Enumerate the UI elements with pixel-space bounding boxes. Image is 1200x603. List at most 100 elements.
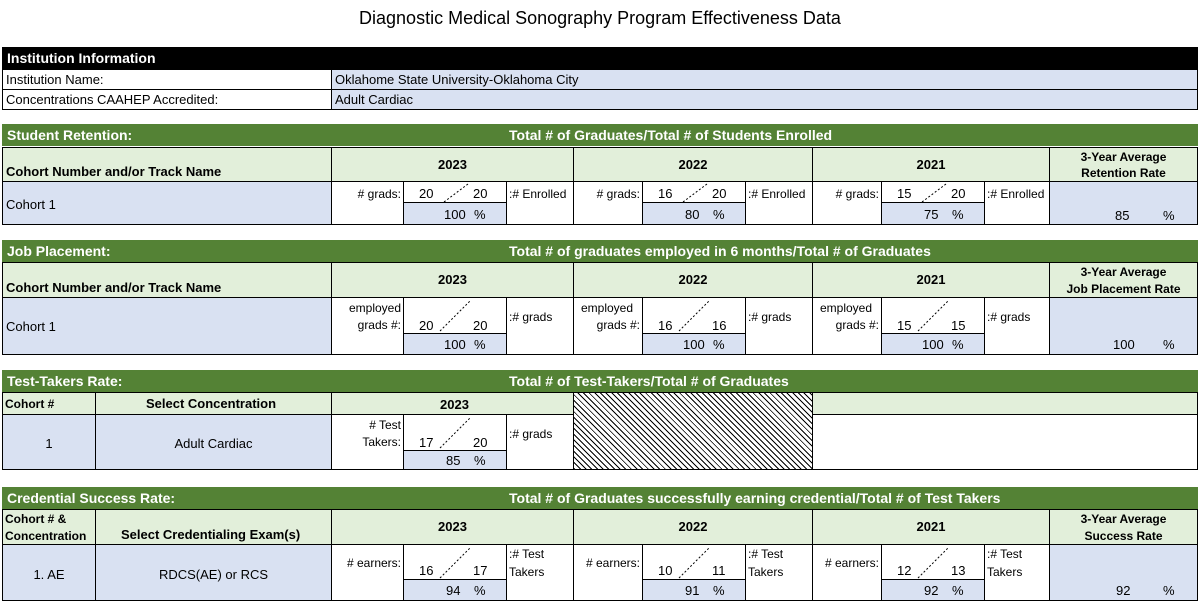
credential-avg-cell: 92 % [1049, 544, 1198, 601]
retention-den-label-cell: :# Enrolled [506, 181, 574, 225]
fraction-slash-icon [682, 183, 708, 203]
testtakers-empty-header [812, 392, 1198, 415]
retention-percent-cell: 80 % [642, 202, 746, 225]
placement-percent-cell: 100 % [642, 333, 746, 355]
credential-percent-cell: 91 % [642, 579, 746, 601]
credential-formula: Total # of Graduates successfully earnin… [509, 490, 1001, 506]
credential-den-label-cell: :# Test Takers [984, 544, 1050, 601]
retention-num-label-cell: # grads: [812, 181, 882, 225]
institution-name-value: Oklahome State University-Oklahoma City [335, 72, 579, 87]
retention-year-header: 2023 [331, 147, 574, 182]
credential-fraction-cell[interactable]: 10 11 [642, 544, 746, 580]
placement-fraction-cell[interactable]: 16 16 [642, 297, 746, 334]
fraction-slash-icon [439, 417, 471, 449]
retention-section-title: Student Retention: [7, 127, 133, 143]
fraction-slash-icon [678, 547, 710, 579]
testtakers-formula: Total # of Test-Takers/Total # of Gradua… [509, 373, 789, 389]
concentration-label-cell: Concentrations CAAHEP Accredited: [2, 89, 332, 110]
placement-num-label-cell: employed grads #: [331, 297, 404, 355]
credential-fraction-cell[interactable]: 16 17 [403, 544, 507, 580]
credential-year-header: 2022 [573, 509, 813, 545]
placement-section-bar: Job Placement: Total # of graduates empl… [2, 240, 1198, 262]
retention-avg-cell: 85 % [1049, 181, 1198, 225]
placement-year-header: 2021 [812, 262, 1050, 298]
testtakers-year-header: 2023 [331, 392, 574, 415]
placement-fraction-cell[interactable]: 15 15 [881, 297, 985, 334]
credential-num-label-cell: # earners: [331, 544, 404, 601]
placement-section-title: Job Placement: [7, 243, 111, 259]
retention-den-value: 20 [473, 186, 488, 201]
retention-percent-cell: 75 % [881, 202, 985, 225]
retention-cohort-header: Cohort Number and/or Track Name [2, 147, 332, 182]
credential-fraction-cell[interactable]: 12 13 [881, 544, 985, 580]
retention-num-label-cell: # grads: [331, 181, 404, 225]
concentration-value: Adult Cardiac [335, 92, 414, 107]
placement-percent-cell: 100 % [403, 333, 507, 355]
testtakers-empty-cell [812, 414, 1198, 470]
placement-formula: Total # of graduates employed in 6 month… [509, 243, 931, 259]
retention-avg-header: 3-Year Average Retention Rate [1049, 147, 1198, 182]
credential-exam-header: Select Credentialing Exam(s) [95, 509, 332, 545]
placement-den-label-cell: :# grads [506, 297, 574, 355]
concentration-cell[interactable]: Adult Cardiac [331, 89, 1198, 110]
credential-den-label-cell: :# Test Takers [745, 544, 813, 601]
retention-section-bar: Student Retention: Total # of Graduates/… [2, 124, 1198, 146]
credential-section-bar: Credential Success Rate: Total # of Grad… [2, 487, 1198, 509]
placement-percent-cell: 100 % [881, 333, 985, 355]
fraction-slash-icon [921, 183, 947, 203]
retention-den-label-cell: :# Enrolled [745, 181, 813, 225]
retention-cohort-cell[interactable]: Cohort 1 [2, 181, 332, 225]
testtakers-section-bar: Test-Takers Rate: Total # of Test-Takers… [2, 370, 1198, 392]
testtakers-cohort-cell[interactable]: 1 [2, 414, 96, 470]
placement-den-label-cell: :# grads [984, 297, 1050, 355]
testtakers-concentration-header: Select Concentration [95, 392, 332, 415]
placement-cohort-cell[interactable]: Cohort 1 [2, 297, 332, 355]
page-title: Diagnostic Medical Sonography Program Ef… [359, 8, 841, 28]
credential-num-label-cell: # earners: [812, 544, 882, 601]
fraction-slash-icon [917, 300, 949, 332]
placement-cohort-header: Cohort Number and/or Track Name [2, 262, 332, 298]
credential-cohort-cell[interactable]: 1. AE [2, 544, 96, 601]
placement-num-label-cell: employed grads #: [812, 297, 882, 355]
institution-name-cell[interactable]: Oklahome State University-Oklahoma City [331, 69, 1198, 90]
fraction-slash-icon [678, 300, 710, 332]
credential-num-label-cell: # earners: [573, 544, 643, 601]
placement-fraction-cell[interactable]: 20 20 [403, 297, 507, 334]
testtakers-percent-cell: 85 % [403, 450, 507, 470]
testtakers-den-label-cell: :# grads [506, 414, 574, 470]
credential-percent-cell: 94 % [403, 579, 507, 601]
retention-percent-cell: 100 % [403, 202, 507, 225]
retention-fraction-cell[interactable]: 20 20 [403, 181, 507, 203]
placement-avg-header: 3-Year Average Job Placement Rate [1049, 262, 1198, 298]
testtakers-num-label-cell: # Test Takers: [331, 414, 404, 470]
institution-name-label: Institution Name: [6, 72, 104, 87]
retention-den-label-cell: :# Enrolled [984, 181, 1050, 225]
placement-year-header: 2022 [573, 262, 813, 298]
credential-cohort-header: Cohort # & Concentration [2, 509, 96, 545]
credential-percent-cell: 92 % [881, 579, 985, 601]
retention-fraction-cell[interactable]: 15 20 [881, 181, 985, 203]
institution-header: Institution Information [2, 47, 1198, 69]
retention-formula: Total # of Graduates/Total # of Students… [509, 127, 833, 143]
retention-fraction-cell[interactable]: 16 20 [642, 181, 746, 203]
testtakers-fraction-cell[interactable]: 17 20 [403, 414, 507, 451]
placement-avg-cell: 100 % [1049, 297, 1198, 355]
testtakers-concentration-cell[interactable]: Adult Cardiac [95, 414, 332, 470]
testtakers-cohort-header: Cohort # [2, 392, 96, 415]
credential-year-header: 2023 [331, 509, 574, 545]
credential-section-title: Credential Success Rate: [7, 490, 176, 506]
retention-year-header: 2022 [573, 147, 813, 182]
placement-year-header: 2023 [331, 262, 574, 298]
concentration-label: Concentrations CAAHEP Accredited: [6, 92, 219, 107]
hatched-unused-cell [573, 392, 813, 470]
fraction-slash-icon [439, 300, 471, 332]
credential-avg-header: 3-Year Average Success Rate [1049, 509, 1198, 545]
fraction-slash-icon [439, 547, 471, 579]
placement-den-label-cell: :# grads [745, 297, 813, 355]
credential-den-label-cell: :# Test Takers [506, 544, 574, 601]
credential-year-header: 2021 [812, 509, 1050, 545]
fraction-slash-icon [917, 547, 949, 579]
retention-num-label-cell: # grads: [573, 181, 643, 225]
retention-year-header: 2021 [812, 147, 1050, 182]
credential-exam-cell[interactable]: RDCS(AE) or RCS [95, 544, 332, 601]
